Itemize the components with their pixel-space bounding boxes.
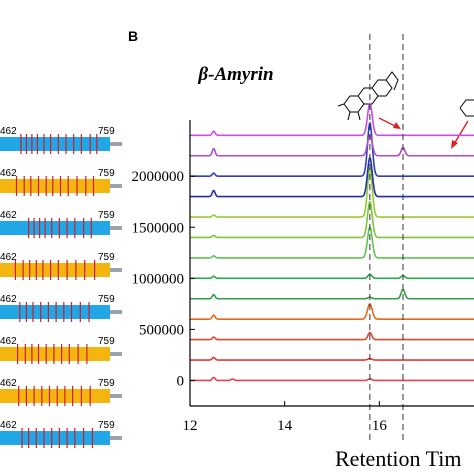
series-trace-5 bbox=[190, 288, 474, 300]
domain-bar bbox=[0, 179, 110, 193]
domain-bar-tail bbox=[110, 142, 122, 146]
plot-lines bbox=[190, 102, 474, 382]
series-trace-3 bbox=[190, 331, 474, 341]
domain-bar bbox=[0, 305, 110, 319]
second-structure-drawing bbox=[459, 99, 474, 117]
peak-arrow-1-head bbox=[393, 122, 401, 129]
series-trace-8 bbox=[190, 200, 474, 239]
y-tick-label: 1000000 bbox=[132, 271, 185, 287]
domain-end-label: 759 bbox=[98, 336, 115, 347]
domain-end-label: 759 bbox=[98, 126, 115, 137]
series-trace-13 bbox=[190, 102, 474, 137]
axes: 0 500000 1000000 1500000 2000000 12 14 16 bbox=[132, 34, 474, 440]
y-tick-label: 0 bbox=[177, 373, 185, 389]
domain-bar bbox=[0, 389, 110, 403]
x-axis-label: Retention Tim bbox=[335, 446, 462, 471]
peak-arrow-1 bbox=[378, 117, 398, 128]
peak-arrows bbox=[378, 117, 469, 149]
series-trace-11 bbox=[190, 121, 474, 177]
y-tick-label: 500000 bbox=[139, 322, 184, 338]
domain-bar bbox=[0, 221, 110, 235]
domain-bar-tail bbox=[110, 310, 122, 314]
peak-arrow-2 bbox=[453, 120, 469, 145]
x-tick-label: 12 bbox=[183, 418, 198, 434]
domain-start-label: 462 bbox=[0, 378, 17, 389]
series-trace-10 bbox=[190, 156, 474, 198]
domain-end-label: 759 bbox=[98, 378, 115, 389]
domain-bar-tail bbox=[110, 184, 122, 188]
domain-bar-tail bbox=[110, 394, 122, 398]
domain-start-label: 462 bbox=[0, 168, 17, 179]
y-tick-label: 2000000 bbox=[132, 169, 185, 185]
left-panel-domain-bars: 462 759 462 759 462 759 462 759 462 759 462 759 462 7… bbox=[0, 126, 122, 448]
domain-bar bbox=[0, 263, 110, 277]
domain-bar bbox=[0, 137, 110, 151]
domain-start-label: 462 bbox=[0, 126, 17, 137]
y-tick-label: 1500000 bbox=[132, 220, 185, 236]
domain-start-label: 462 bbox=[0, 336, 17, 347]
domain-bar-tail bbox=[110, 352, 122, 356]
series-trace-2 bbox=[190, 356, 474, 361]
series-trace-12 bbox=[190, 134, 474, 157]
chart-title: β-Amyrin bbox=[197, 64, 273, 85]
domain-bar bbox=[0, 347, 110, 361]
x-tick-label: 14 bbox=[277, 418, 293, 434]
domain-start-label: 462 bbox=[0, 420, 17, 431]
domain-end-label: 759 bbox=[98, 252, 115, 263]
domain-end-label: 759 bbox=[98, 168, 115, 179]
domain-bar-tail bbox=[110, 226, 122, 230]
series-trace-4 bbox=[190, 302, 474, 320]
panel-label-b: B bbox=[128, 28, 138, 44]
domain-start-label: 462 bbox=[0, 294, 17, 305]
x-tick-label: 16 bbox=[372, 418, 388, 434]
series-trace-7 bbox=[190, 226, 474, 259]
peak-arrow-2-head bbox=[451, 140, 458, 149]
series-trace-9 bbox=[190, 166, 474, 218]
domain-bar-tail bbox=[110, 436, 122, 440]
series-trace-6 bbox=[190, 273, 474, 280]
domain-bar-tail bbox=[110, 268, 122, 272]
domain-bar bbox=[0, 431, 110, 445]
series-trace-1 bbox=[190, 376, 474, 382]
domain-start-label: 462 bbox=[0, 210, 17, 221]
domain-end-label: 759 bbox=[98, 294, 115, 305]
domain-end-label: 759 bbox=[98, 210, 115, 221]
domain-end-label: 759 bbox=[98, 420, 115, 431]
domain-start-label: 462 bbox=[0, 252, 17, 263]
